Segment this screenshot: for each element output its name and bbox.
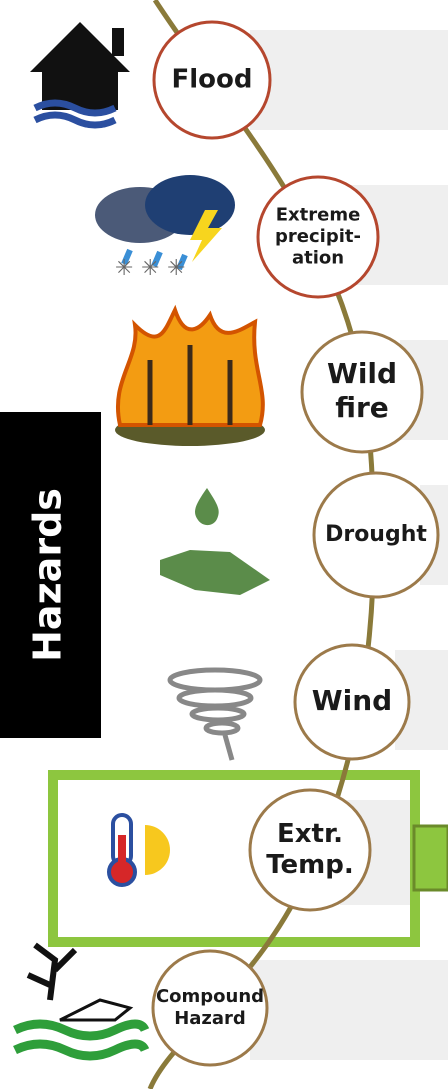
hazard-label: precipit- bbox=[275, 226, 361, 247]
compound-icon bbox=[13, 942, 150, 1061]
snow: ✳ ✳ ✳ bbox=[115, 256, 186, 281]
hazard-label: Hazard bbox=[174, 1008, 246, 1029]
hazard-label: Drought bbox=[325, 522, 427, 547]
hazard-label: fire bbox=[335, 391, 389, 424]
panel bbox=[250, 960, 448, 1060]
hazard-circle bbox=[248, 788, 372, 912]
hazard-circle bbox=[300, 330, 424, 454]
drought-icon bbox=[160, 488, 270, 595]
highlight-tab bbox=[412, 824, 448, 892]
storm-icon: ✳ ✳ ✳ bbox=[95, 175, 235, 281]
hazard-label: Compound bbox=[156, 986, 264, 1007]
hazard-circle bbox=[152, 20, 272, 140]
side-label-box bbox=[0, 412, 101, 738]
fire-icon bbox=[115, 304, 265, 446]
hazard-circle bbox=[256, 175, 380, 299]
temperature-icon bbox=[107, 813, 170, 887]
hazard-circle bbox=[312, 471, 440, 599]
hazard-circle bbox=[151, 949, 269, 1067]
hazard-label: Wild bbox=[327, 357, 397, 390]
hazard-label: Extr. bbox=[277, 819, 343, 849]
hazard-circle bbox=[293, 643, 411, 761]
hazard-label: Extreme bbox=[276, 204, 361, 225]
hazard-label: Flood bbox=[171, 65, 252, 95]
hazard-label: Wind bbox=[312, 684, 392, 717]
panel bbox=[250, 30, 448, 130]
hazard-label: ation bbox=[292, 248, 344, 269]
wind-icon bbox=[167, 667, 263, 761]
side-label: Hazards bbox=[26, 488, 70, 662]
hazard-label: Temp. bbox=[266, 850, 354, 880]
flood-icon bbox=[30, 22, 130, 129]
